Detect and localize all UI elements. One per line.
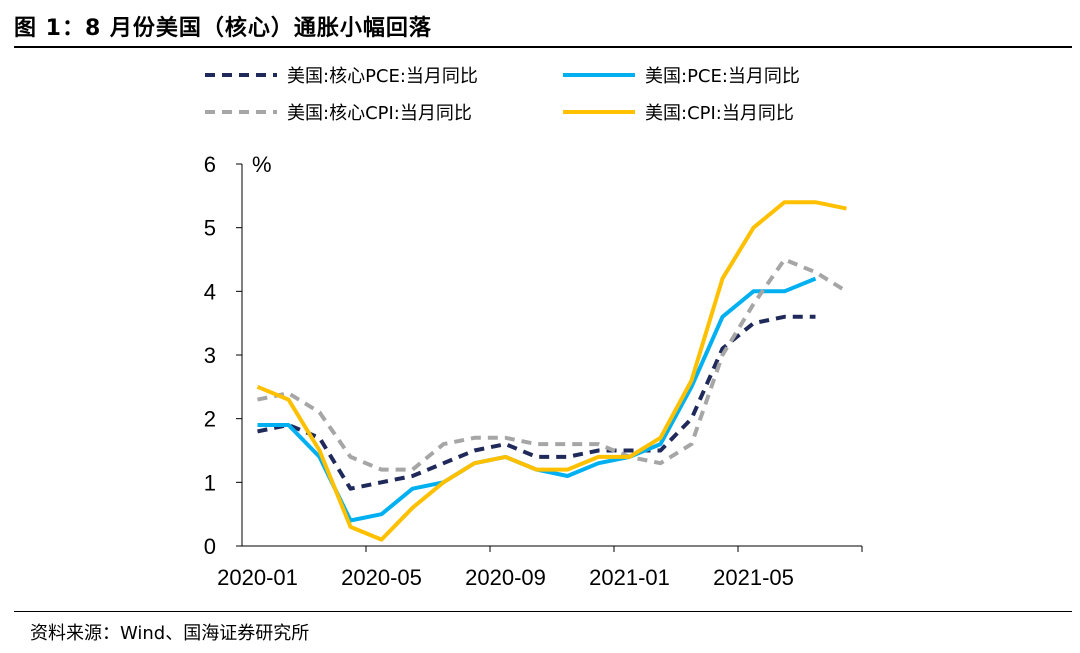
y-tick-label: 2	[204, 407, 216, 432]
source-divider	[14, 611, 1072, 612]
series-line-0	[257, 314, 816, 491]
y-tick-label: 4	[204, 279, 216, 304]
series-line-3	[256, 200, 847, 542]
x-tick-label: 2021-05	[713, 565, 794, 590]
x-tick-label: 2021-01	[589, 565, 670, 590]
y-axis-unit: %	[252, 152, 272, 177]
figure-title: 图 1：8 月份美国（核心）通胀小幅回落	[14, 16, 432, 41]
y-tick-label: 6	[204, 152, 216, 177]
series-line-2	[257, 257, 848, 472]
title-divider	[14, 46, 1072, 48]
x-tick-label: 2020-05	[341, 565, 422, 590]
source-note: 资料来源：Wind、国海证券研究所	[30, 623, 310, 644]
x-tick-label: 2020-09	[465, 565, 546, 590]
series-line-1	[257, 276, 817, 523]
y-tick-label: 5	[204, 216, 216, 241]
y-tick-label: 1	[204, 470, 216, 495]
legend-label-1: 美国:PCE:当月同比	[645, 66, 800, 87]
line-chart: 0 1 2 3 4 5 6 % 2020-01 2020-05 2020-09 2021-01 2021…	[204, 66, 863, 590]
legend-label-3: 美国:CPI:当月同比	[645, 103, 794, 124]
y-tick-label: 3	[204, 343, 216, 368]
legend-label-0: 美国:核心PCE:当月同比	[287, 66, 478, 87]
legend-label-2: 美国:核心CPI:当月同比	[287, 103, 472, 124]
y-tick-label: 0	[204, 534, 216, 559]
x-tick-label: 2020-01	[217, 565, 298, 590]
